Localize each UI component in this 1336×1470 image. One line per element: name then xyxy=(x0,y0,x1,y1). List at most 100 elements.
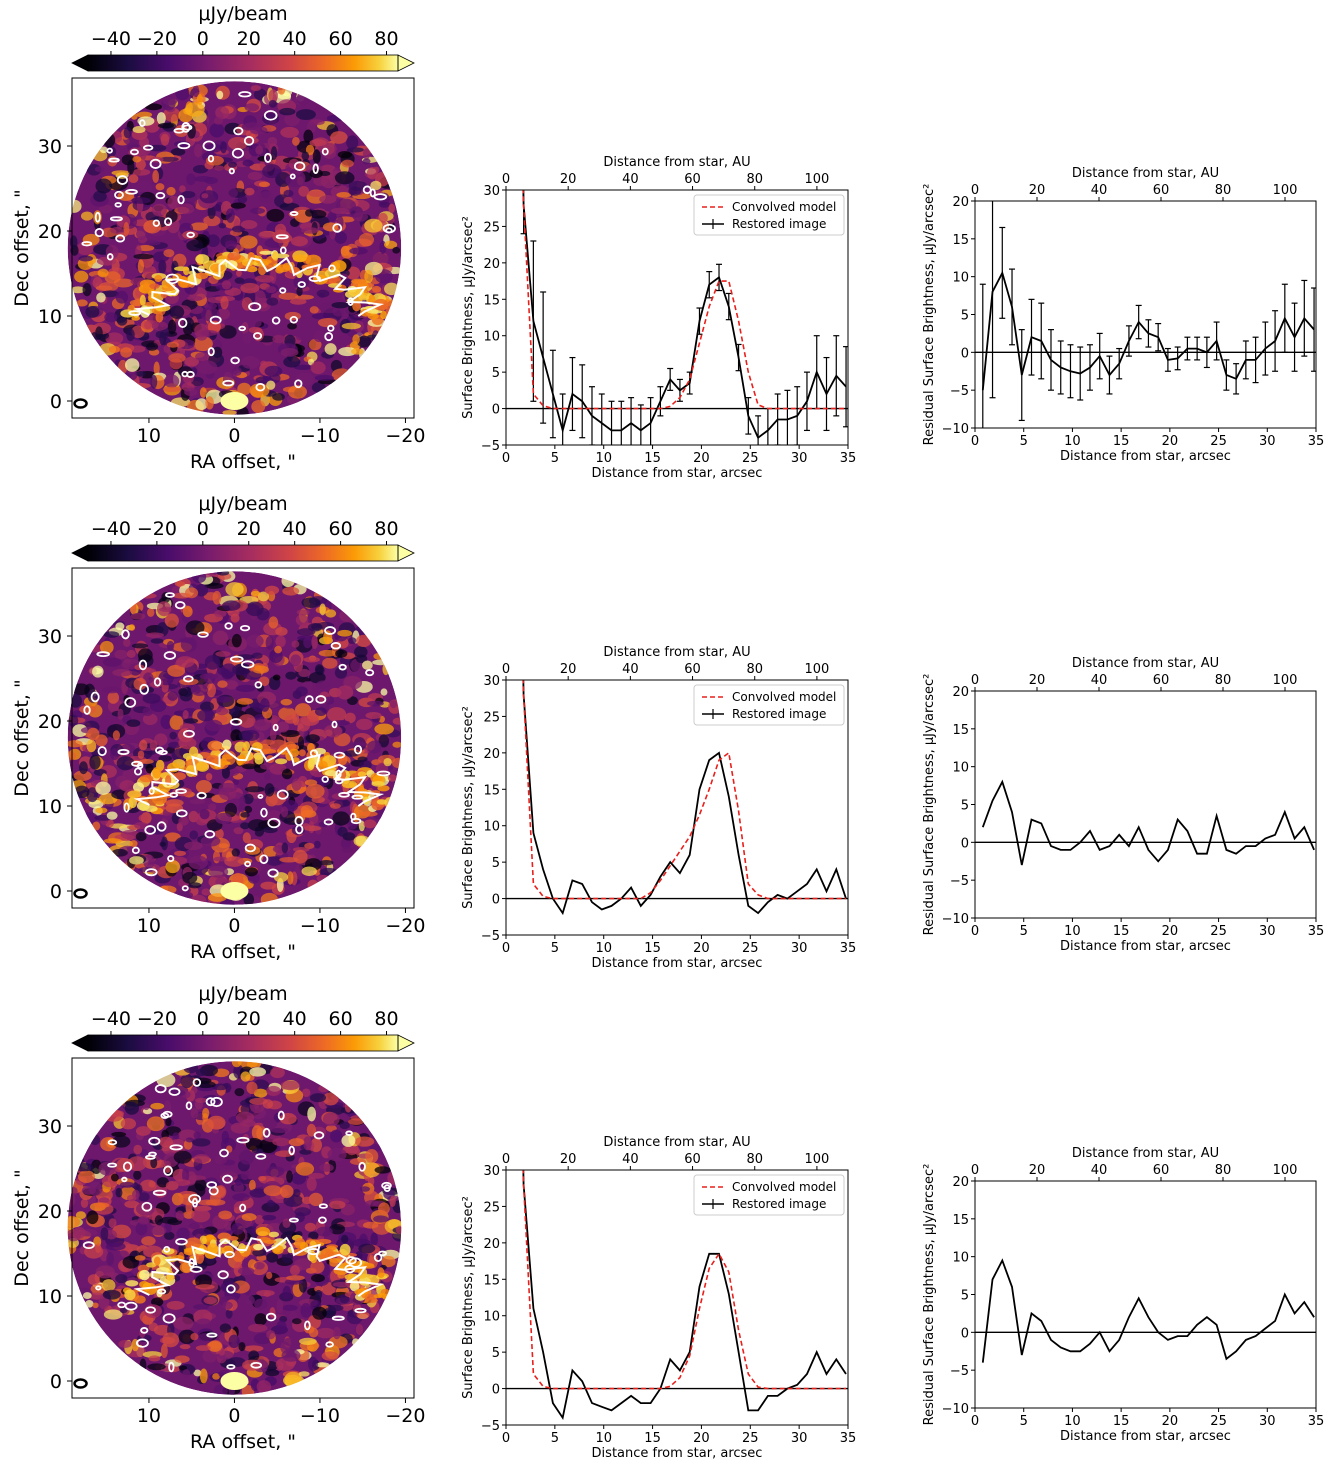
top-xtick-label: 20 xyxy=(560,172,577,187)
ylabel: Residual Surface Brightness, μJy/arcsec² xyxy=(922,184,937,446)
image-ylabel: Dec offset, " xyxy=(11,1169,33,1286)
top-xtick-label: 20 xyxy=(1029,673,1046,688)
residual-panel-row3: 0 5 10 15 20 25 30 35 Distance from star, arcsec… xyxy=(922,1146,1324,1444)
top-xtick-label: 20 xyxy=(1029,183,1046,198)
xtick-label: 30 xyxy=(1259,1414,1276,1429)
colorbar-max-extend xyxy=(397,1034,415,1052)
top-xlabel: Distance from star, AU xyxy=(603,1135,750,1150)
beam-ellipse xyxy=(73,888,88,899)
ytick-label: 20 xyxy=(952,1175,969,1190)
xtick-label: 10 xyxy=(595,941,612,956)
ring-contour xyxy=(133,256,385,317)
ring-contour xyxy=(133,1236,385,1297)
plot-frame xyxy=(505,1169,849,1426)
xtick-label: 20 xyxy=(693,1431,710,1446)
top-xtick-label: 40 xyxy=(1091,673,1108,688)
ytick-label: 5 xyxy=(961,309,969,324)
colorbar-tick-label: 60 xyxy=(328,518,352,540)
ytick-label: 0 xyxy=(961,346,969,361)
ytick-label: 10 xyxy=(483,820,500,835)
xtick-label: 25 xyxy=(1210,1414,1227,1429)
top-xlabel: Distance from star, AU xyxy=(1072,656,1219,671)
xtick-label: 5 xyxy=(551,941,559,956)
ytick-label: 30 xyxy=(483,674,500,689)
xtick-label: 30 xyxy=(791,1431,808,1446)
xlabel: Distance from star, arcsec xyxy=(592,466,763,481)
series-convolved-model xyxy=(522,680,846,900)
image-xtick-label: −10 xyxy=(300,915,340,937)
image-ytick-label: 10 xyxy=(38,796,62,818)
xtick-label: 35 xyxy=(840,451,857,466)
ytick-label: 20 xyxy=(483,257,500,272)
top-xtick-label: 0 xyxy=(502,662,510,677)
xtick-label: 15 xyxy=(1113,924,1130,939)
top-xtick-label: 40 xyxy=(622,172,639,187)
top-xlabel: Distance from star, AU xyxy=(603,155,750,170)
image-xlabel: RA offset, " xyxy=(190,941,296,963)
legend: Convolved model Restored image xyxy=(693,684,845,726)
image-axes-frame xyxy=(71,77,415,419)
ytick-label: 15 xyxy=(952,723,969,738)
image-xtick-label: 10 xyxy=(137,915,161,937)
top-xtick-label: 80 xyxy=(746,172,763,187)
ytick-label: 15 xyxy=(483,1273,500,1288)
xtick-label: 15 xyxy=(1113,434,1130,449)
ytick-label: −10 xyxy=(942,1402,969,1417)
ylabel: Residual Surface Brightness, μJy/arcsec² xyxy=(922,674,937,936)
colorbar-tick-label: −20 xyxy=(137,518,177,540)
xtick-label: 5 xyxy=(1020,924,1028,939)
colorbar-tick-label: 20 xyxy=(237,1008,261,1030)
ytick-label: 10 xyxy=(483,1310,500,1325)
xtick-label: 20 xyxy=(693,941,710,956)
colorbar-tick-label: 40 xyxy=(283,518,307,540)
top-xtick-label: 100 xyxy=(804,172,829,187)
ytick-label: 20 xyxy=(483,1237,500,1252)
top-xtick-label: 40 xyxy=(622,1152,639,1167)
top-xtick-label: 100 xyxy=(1273,1163,1298,1178)
image-ylabel: Dec offset, " xyxy=(11,189,33,306)
image-xtick-label: 10 xyxy=(137,425,161,447)
top-xtick-label: 20 xyxy=(1029,1163,1046,1178)
xtick-label: 15 xyxy=(644,941,661,956)
series-restored-image xyxy=(522,680,847,916)
xtick-label: 25 xyxy=(742,941,759,956)
xtick-label: 20 xyxy=(693,451,710,466)
ytick-label: 15 xyxy=(952,233,969,248)
profile-panel-row2: 0 5 10 15 20 25 30 35 Distance from star, arcsec… xyxy=(461,645,856,971)
colorbar-min-extend xyxy=(71,54,89,72)
ytick-label: 25 xyxy=(483,220,500,235)
image-xtick-label: 0 xyxy=(228,915,240,937)
xtick-label: 5 xyxy=(1020,434,1028,449)
image-axes-frame xyxy=(71,1057,415,1399)
ylabel: Surface Brightness, μJy/arcsec² xyxy=(461,216,476,419)
ytick-label: −5 xyxy=(950,874,969,889)
ytick-label: −10 xyxy=(942,912,969,927)
ylabel: Surface Brightness, μJy/arcsec² xyxy=(461,706,476,909)
top-xtick-label: 100 xyxy=(1273,183,1298,198)
xtick-label: 30 xyxy=(791,941,808,956)
image-ytick-label: 0 xyxy=(50,881,62,903)
colorbar-tick-label: 0 xyxy=(197,518,209,540)
ytick-label: 10 xyxy=(483,330,500,345)
ytick-label: 20 xyxy=(483,747,500,762)
xtick-label: 35 xyxy=(840,1431,857,1446)
ytick-label: 5 xyxy=(492,366,500,381)
sky-image xyxy=(67,1061,402,1395)
top-xtick-label: 100 xyxy=(1273,673,1298,688)
plot-frame xyxy=(505,679,849,936)
top-xtick-label: 80 xyxy=(1215,183,1232,198)
image-axes-frame xyxy=(71,567,415,909)
xlabel: Distance from star, arcsec xyxy=(592,956,763,971)
xlabel: Distance from star, arcsec xyxy=(1060,939,1231,954)
legend-entry: Convolved model xyxy=(732,1180,836,1194)
ylabel: Residual Surface Brightness, μJy/arcsec² xyxy=(922,1164,937,1426)
xtick-label: 10 xyxy=(595,1431,612,1446)
xtick-label: 25 xyxy=(1210,924,1227,939)
xtick-label: 10 xyxy=(1064,434,1081,449)
top-xtick-label: 0 xyxy=(971,183,979,198)
ytick-label: −10 xyxy=(942,422,969,437)
series-convolved-model xyxy=(522,190,846,410)
top-xlabel: Distance from star, AU xyxy=(603,645,750,660)
